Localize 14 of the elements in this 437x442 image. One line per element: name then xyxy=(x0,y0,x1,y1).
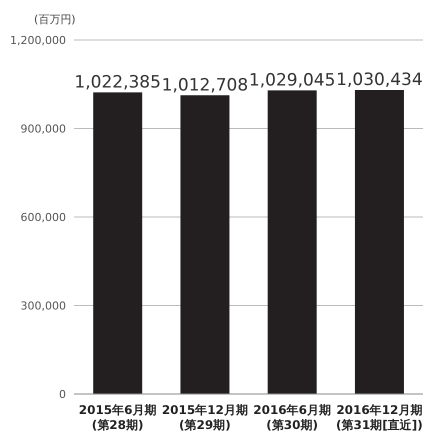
y-tick-label: 0 xyxy=(59,388,66,401)
data-label: 1,030,434 xyxy=(336,70,423,90)
y-tick-label: 1,200,000 xyxy=(10,34,66,47)
y-tick-label: 300,000 xyxy=(20,299,66,312)
data-label: 1,012,708 xyxy=(162,75,248,96)
x-tick-label: 2015年12月期 (第29期) xyxy=(162,403,248,432)
x-tick-label: 2016年6月期 (第30期) xyxy=(253,403,331,432)
x-tick-label: 2016年12月期 (第31期[直近]) xyxy=(336,403,423,432)
y-tick-label: 600,000 xyxy=(20,210,66,224)
x-tick-label: 2015年6月期 (第28期) xyxy=(78,403,156,432)
y-axis-title: (百万円) xyxy=(34,12,76,27)
data-label: 1,029,045 xyxy=(248,70,336,90)
data-label: 1,022,385 xyxy=(74,72,161,92)
y-tick-label: 900,000 xyxy=(20,122,66,136)
